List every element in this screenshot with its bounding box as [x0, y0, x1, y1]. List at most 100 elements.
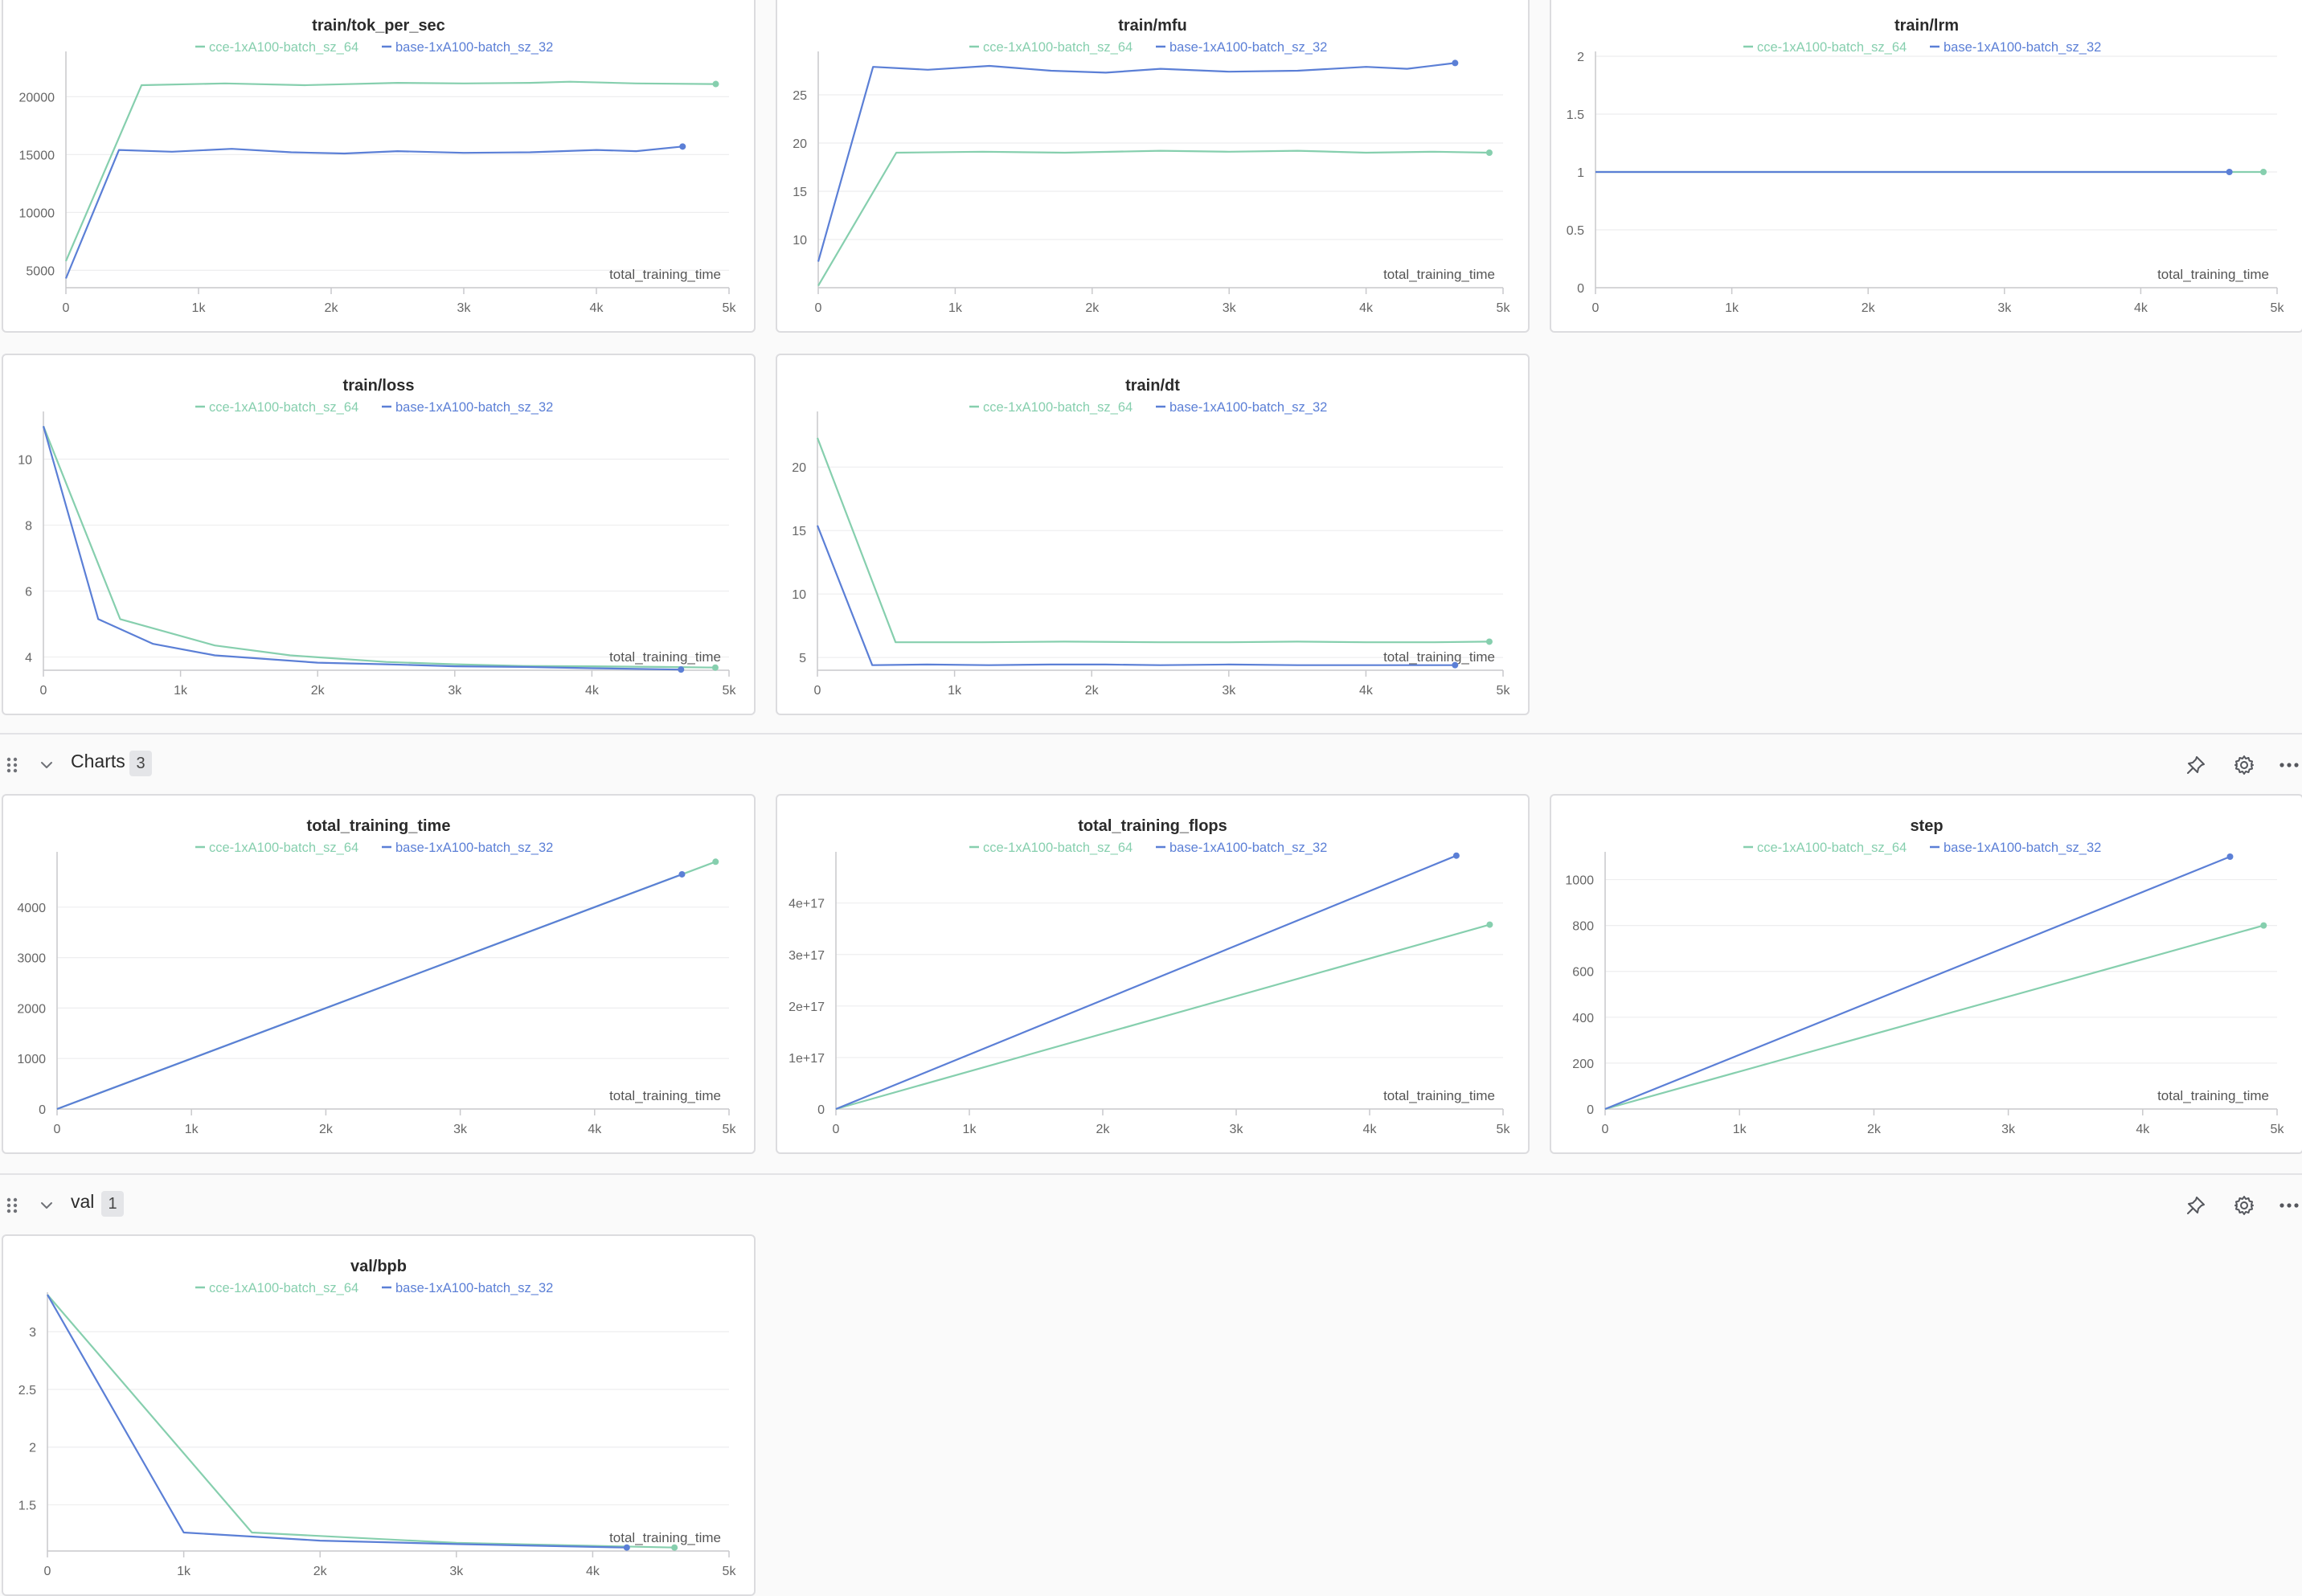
series-endpoint-cce[interactable] — [711, 664, 719, 671]
x-tick-label: 5k — [2271, 301, 2285, 315]
legend-label-cce[interactable]: cce-1xA100-batch_sz_64 — [209, 400, 358, 415]
chart-panel-train-mfu[interactable]: train/mfu cce-1xA100-batch_sz_64 base-1xA1… — [776, 0, 1530, 333]
chart-val-bpb: val/bpb cce-1xA100-batch_sz_64 base-1xA100… — [18, 1258, 737, 1578]
legend-label-cce[interactable]: cce-1xA100-batch_sz_64 — [983, 841, 1133, 855]
x-axis-label: total_training_time — [609, 649, 721, 665]
y-tick-label: 4e+17 — [788, 898, 825, 911]
legend-label-base[interactable]: base-1xA100-batch_sz_32 — [395, 841, 553, 855]
legend-label-base[interactable]: base-1xA100-batch_sz_32 — [395, 40, 553, 55]
x-tick-label: 5k — [723, 301, 737, 315]
gear-icon[interactable] — [2231, 752, 2257, 778]
gear-icon[interactable] — [2231, 1193, 2257, 1218]
drag-handle-icon[interactable] — [5, 1196, 19, 1215]
series-line-base[interactable] — [64, 145, 683, 279]
legend-label-cce[interactable]: cce-1xA100-batch_sz_64 — [983, 400, 1133, 415]
legend-label-cce[interactable]: cce-1xA100-batch_sz_64 — [1757, 40, 1907, 55]
series-endpoint-base[interactable] — [679, 143, 686, 150]
x-tick-label: 1k — [174, 684, 188, 698]
series-line-base[interactable] — [835, 854, 1457, 1111]
series-endpoint-base[interactable] — [678, 870, 686, 878]
series-line-base[interactable] — [42, 425, 682, 671]
y-tick-label: 25 — [793, 89, 807, 103]
drag-handle-icon[interactable] — [5, 755, 19, 775]
legend-label-base[interactable]: base-1xA100-batch_sz_32 — [1169, 400, 1327, 415]
legend-label-base[interactable]: base-1xA100-batch_sz_32 — [1944, 841, 2101, 855]
legend-label-cce[interactable]: cce-1xA100-batch_sz_64 — [209, 40, 358, 55]
series-endpoint-cce[interactable] — [2260, 922, 2267, 929]
legend-label-base[interactable]: base-1xA100-batch_sz_32 — [1944, 40, 2101, 55]
legend-label-cce[interactable]: cce-1xA100-batch_sz_64 — [1757, 841, 1907, 855]
chart-panel-train-dt[interactable]: train/dt cce-1xA100-batch_sz_64 base-1xA10… — [776, 354, 1530, 715]
series-line-base[interactable] — [47, 1294, 627, 1549]
pin-icon[interactable] — [2183, 1193, 2209, 1218]
series-endpoint-cce[interactable] — [1485, 638, 1493, 645]
series-line-cce[interactable] — [64, 80, 716, 262]
chevron-down-icon[interactable] — [37, 1196, 56, 1215]
chart-panel-step[interactable]: step cce-1xA100-batch_sz_64 base-1xA100-ba… — [1550, 794, 2302, 1154]
series-endpoint-base[interactable] — [678, 666, 685, 673]
legend-label-cce[interactable]: cce-1xA100-batch_sz_64 — [209, 841, 358, 855]
series-line-base[interactable] — [1604, 855, 2230, 1111]
series-endpoint-cce[interactable] — [1486, 921, 1493, 928]
y-tick-label: 400 — [1572, 1012, 1594, 1025]
series-line-cce[interactable] — [1604, 924, 2264, 1111]
chart-legend: cce-1xA100-batch_sz_64 base-1xA100-batch_… — [195, 40, 553, 55]
x-tick-label: 4k — [585, 684, 600, 698]
series-endpoint-cce[interactable] — [712, 80, 719, 88]
chevron-down-icon[interactable] — [37, 755, 56, 775]
series-endpoint-base[interactable] — [623, 1544, 630, 1551]
series-endpoint-base[interactable] — [1452, 59, 1459, 67]
y-tick-label: 800 — [1572, 920, 1594, 934]
chart-panel-train-tok-per-sec[interactable]: train/tok_per_sec cce-1xA100-batch_sz_64 b… — [2, 0, 756, 333]
x-tick-label: 5k — [1497, 1123, 1511, 1136]
series-line-cce[interactable] — [835, 923, 1490, 1111]
series-endpoint-cce[interactable] — [1485, 149, 1493, 156]
series-endpoint-base[interactable] — [2226, 853, 2234, 860]
chart-panel-total-training-flops[interactable]: total_training_flops cce-1xA100-batch_sz_… — [776, 794, 1530, 1154]
chart-train-tok-per-sec: train/tok_per_sec cce-1xA100-batch_sz_64 b… — [19, 17, 737, 315]
more-horizontal-icon[interactable] — [2276, 752, 2302, 778]
x-tick-label: 2k — [1085, 301, 1100, 315]
legend-label-base[interactable]: base-1xA100-batch_sz_32 — [1169, 841, 1327, 855]
x-tick-label: 2k — [313, 1565, 328, 1578]
chart-panel-total-training-time[interactable]: total_training_time cce-1xA100-batch_sz_6… — [2, 794, 756, 1154]
chart-panel-train-loss[interactable]: train/loss cce-1xA100-batch_sz_64 base-1xA… — [2, 354, 756, 715]
x-tick-label: 3k — [2001, 1123, 2016, 1136]
series-endpoint-base[interactable] — [2226, 169, 2233, 175]
series-endpoint-base[interactable] — [1452, 852, 1460, 859]
x-tick-label: 0 — [44, 1565, 51, 1578]
y-tick-label: 2 — [29, 1442, 36, 1455]
x-tick-label: 1k — [963, 1123, 977, 1136]
series-line-base[interactable] — [817, 62, 1456, 262]
y-tick-label: 200 — [1572, 1058, 1594, 1071]
series-line-cce[interactable] — [817, 149, 1490, 287]
more-horizontal-icon[interactable] — [2276, 1193, 2302, 1218]
series-endpoint-cce[interactable] — [712, 858, 719, 866]
series-line-cce[interactable] — [47, 1294, 675, 1549]
series-endpoint-cce[interactable] — [671, 1544, 678, 1551]
x-tick-label: 4k — [2134, 301, 2148, 315]
section-title[interactable]: val — [71, 1191, 95, 1212]
chart-panel-train-lrm[interactable]: train/lrm cce-1xA100-batch_sz_64 base-1xA1… — [1550, 0, 2302, 333]
series-line-base[interactable] — [816, 525, 1456, 666]
chart-train-lrm: train/lrm cce-1xA100-batch_sz_64 base-1xA1… — [1567, 17, 2285, 315]
legend-label-base[interactable]: base-1xA100-batch_sz_32 — [395, 1281, 553, 1295]
y-tick-label: 1.5 — [1567, 108, 1584, 122]
legend-label-cce[interactable]: cce-1xA100-batch_sz_64 — [209, 1281, 358, 1295]
legend-label-cce[interactable]: cce-1xA100-batch_sz_64 — [983, 40, 1133, 55]
series-line-cce[interactable] — [42, 425, 715, 669]
series-endpoint-cce[interactable] — [2260, 169, 2267, 175]
series-endpoint-base[interactable] — [1452, 661, 1459, 669]
section-title[interactable]: Charts — [71, 751, 125, 771]
series-line-base[interactable] — [56, 873, 682, 1111]
legend-label-base[interactable]: base-1xA100-batch_sz_32 — [395, 400, 553, 415]
y-tick-label: 5 — [799, 652, 806, 665]
pin-icon[interactable] — [2183, 752, 2209, 778]
section-header-charts: Charts 3 — [0, 739, 2302, 791]
series-line-cce[interactable] — [816, 437, 1489, 644]
chart-legend: cce-1xA100-batch_sz_64 base-1xA100-batch_… — [195, 400, 553, 415]
legend-label-base[interactable]: base-1xA100-batch_sz_32 — [1169, 40, 1327, 55]
x-tick-label: 1k — [1725, 301, 1739, 315]
x-tick-label: 5k — [1497, 301, 1511, 315]
chart-panel-val-bpb[interactable]: val/bpb cce-1xA100-batch_sz_64 base-1xA100… — [2, 1234, 756, 1596]
